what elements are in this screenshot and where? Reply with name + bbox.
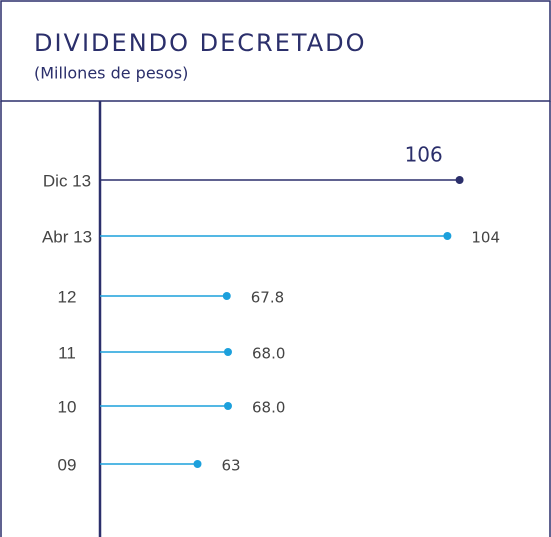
category-label: Abr 13 (42, 227, 92, 246)
dot (443, 232, 452, 240)
dot (223, 348, 232, 356)
value-label: 106 (405, 143, 443, 167)
dot (222, 292, 231, 300)
value-label: 68.0 (252, 345, 285, 363)
dot (193, 460, 202, 468)
dot (455, 176, 464, 184)
category-label: 12 (58, 287, 77, 306)
value-label: 68.0 (252, 399, 285, 417)
category-label: 10 (58, 397, 77, 416)
category-label: Dic 13 (43, 171, 91, 190)
value-label: 63 (222, 457, 241, 475)
chart-subtitle: (Millones de pesos) (34, 64, 188, 83)
header-box (0, 0, 551, 102)
value-label: 104 (471, 229, 500, 247)
category-label: 09 (58, 455, 77, 474)
value-label: 67.8 (251, 289, 284, 307)
chart-title: DIVIDENDO DECRETADO (34, 29, 366, 57)
category-label: 11 (58, 343, 76, 362)
dot (223, 402, 232, 410)
